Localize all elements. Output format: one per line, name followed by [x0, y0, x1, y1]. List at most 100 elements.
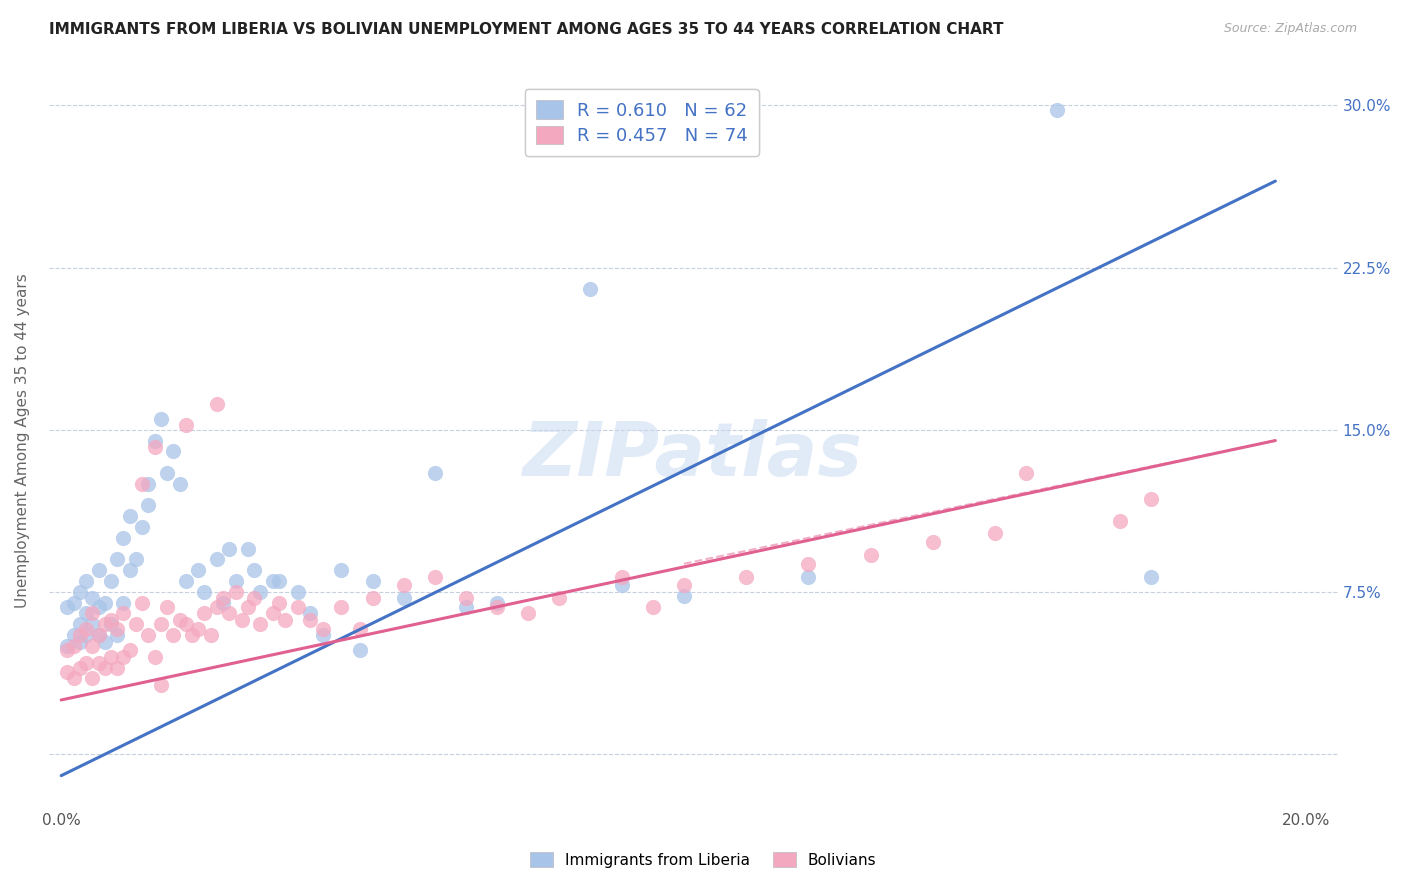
- Point: [269, 574, 291, 588]
- Point: [62, 596, 84, 610]
- Point: [75, 607, 97, 621]
- Point: [212, 591, 235, 606]
- Legend: Immigrants from Liberia, Bolivians: Immigrants from Liberia, Bolivians: [523, 846, 883, 873]
- Point: [87, 628, 110, 642]
- Point: [312, 628, 335, 642]
- Point: [131, 596, 153, 610]
- Point: [112, 607, 135, 621]
- Point: [174, 574, 197, 588]
- Point: [236, 541, 259, 556]
- Point: [797, 557, 820, 571]
- Point: [105, 552, 128, 566]
- Point: [361, 591, 384, 606]
- Point: [56, 639, 79, 653]
- Text: Source: ZipAtlas.com: Source: ZipAtlas.com: [1223, 22, 1357, 36]
- Point: [105, 628, 128, 642]
- Point: [181, 628, 204, 642]
- Point: [138, 499, 160, 513]
- Point: [62, 628, 84, 642]
- Point: [330, 563, 353, 577]
- Point: [100, 617, 122, 632]
- Point: [1140, 570, 1163, 584]
- Point: [82, 671, 104, 685]
- Point: [87, 600, 110, 615]
- Point: [169, 613, 191, 627]
- Point: [249, 617, 271, 632]
- Point: [1046, 103, 1069, 117]
- Point: [610, 570, 633, 584]
- Point: [174, 418, 197, 433]
- Legend: R = 0.610   N = 62, R = 0.457   N = 74: R = 0.610 N = 62, R = 0.457 N = 74: [524, 89, 759, 156]
- Point: [75, 622, 97, 636]
- Point: [299, 613, 322, 627]
- Point: [131, 476, 153, 491]
- Point: [1108, 514, 1130, 528]
- Point: [100, 574, 122, 588]
- Point: [131, 520, 153, 534]
- Point: [486, 596, 509, 610]
- Point: [193, 607, 215, 621]
- Point: [112, 596, 135, 610]
- Point: [212, 596, 235, 610]
- Point: [349, 622, 371, 636]
- Point: [100, 613, 122, 627]
- Point: [423, 466, 446, 480]
- Point: [231, 613, 253, 627]
- Point: [118, 643, 141, 657]
- Point: [82, 639, 104, 653]
- Point: [82, 617, 104, 632]
- Point: [392, 578, 415, 592]
- Point: [218, 541, 240, 556]
- Point: [56, 665, 79, 679]
- Point: [69, 634, 91, 648]
- Point: [859, 548, 882, 562]
- Point: [454, 600, 477, 615]
- Point: [94, 596, 117, 610]
- Point: [143, 649, 166, 664]
- Point: [162, 444, 184, 458]
- Point: [262, 607, 284, 621]
- Point: [82, 607, 104, 621]
- Point: [287, 600, 309, 615]
- Point: [149, 412, 172, 426]
- Point: [56, 643, 79, 657]
- Point: [984, 526, 1007, 541]
- Point: [205, 397, 228, 411]
- Point: [187, 622, 209, 636]
- Point: [62, 639, 84, 653]
- Point: [69, 660, 91, 674]
- Point: [112, 531, 135, 545]
- Point: [149, 617, 172, 632]
- Point: [1140, 491, 1163, 506]
- Point: [392, 591, 415, 606]
- Point: [205, 552, 228, 566]
- Point: [225, 585, 247, 599]
- Y-axis label: Unemployment Among Ages 35 to 44 years: Unemployment Among Ages 35 to 44 years: [15, 273, 30, 608]
- Point: [94, 617, 117, 632]
- Point: [454, 591, 477, 606]
- Point: [349, 643, 371, 657]
- Point: [797, 570, 820, 584]
- Point: [75, 657, 97, 671]
- Point: [299, 607, 322, 621]
- Point: [112, 649, 135, 664]
- Point: [87, 657, 110, 671]
- Point: [672, 589, 695, 603]
- Point: [610, 578, 633, 592]
- Point: [69, 617, 91, 632]
- Point: [579, 282, 602, 296]
- Point: [94, 660, 117, 674]
- Point: [162, 628, 184, 642]
- Point: [62, 671, 84, 685]
- Text: ZIPatlas: ZIPatlas: [523, 418, 863, 491]
- Point: [105, 622, 128, 636]
- Point: [82, 591, 104, 606]
- Point: [200, 628, 222, 642]
- Point: [138, 476, 160, 491]
- Point: [274, 613, 297, 627]
- Text: IMMIGRANTS FROM LIBERIA VS BOLIVIAN UNEMPLOYMENT AMONG AGES 35 TO 44 YEARS CORRE: IMMIGRANTS FROM LIBERIA VS BOLIVIAN UNEM…: [49, 22, 1004, 37]
- Point: [262, 574, 284, 588]
- Point: [517, 607, 540, 621]
- Point: [361, 574, 384, 588]
- Point: [205, 600, 228, 615]
